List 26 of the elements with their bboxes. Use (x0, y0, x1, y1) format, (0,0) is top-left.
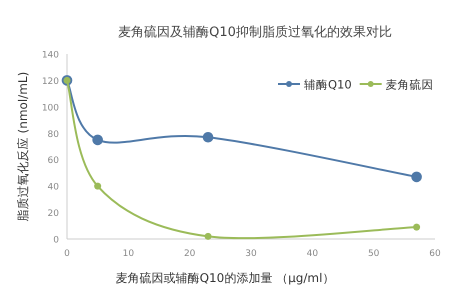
point (202, 132, 214, 143)
chart-title: 麦角硫因及辅酶Q10抑制脂质过氧化的效果对比 (118, 25, 392, 40)
x-tick-label: 60 (429, 249, 441, 259)
y-axis-title: 脂质过氧化反应 (nmol/mL) (16, 72, 30, 222)
point (92, 134, 103, 146)
x-tick-label: 40 (306, 249, 318, 259)
x-tick-label: 20 (184, 249, 196, 259)
x-axis-title: 麦角硫因或辅酶Q10的添加量 （μg/ml） (116, 271, 334, 285)
x-tick-label: 0 (64, 249, 70, 259)
x-tick-label: 30 (245, 249, 257, 259)
y-tick-label: 80 (48, 130, 60, 140)
point (411, 172, 422, 182)
x-tick-label: 10 (122, 249, 134, 259)
x-tick-label: 50 (368, 249, 380, 259)
y-tick-label: 60 (48, 156, 60, 166)
y-tick-label: 40 (48, 182, 60, 193)
legend-label: 麦角硫因 (386, 78, 434, 92)
point (204, 232, 212, 240)
y-tick-label: 100 (42, 103, 60, 114)
point (94, 182, 102, 190)
legend-label: 辅酶Q10 (304, 78, 352, 92)
y-tick-label: 120 (42, 76, 60, 87)
y-tick-label: 140 (42, 50, 60, 60)
y-tick-label: 20 (48, 209, 60, 220)
y-tick-label: 0 (53, 236, 60, 246)
point (413, 224, 420, 231)
